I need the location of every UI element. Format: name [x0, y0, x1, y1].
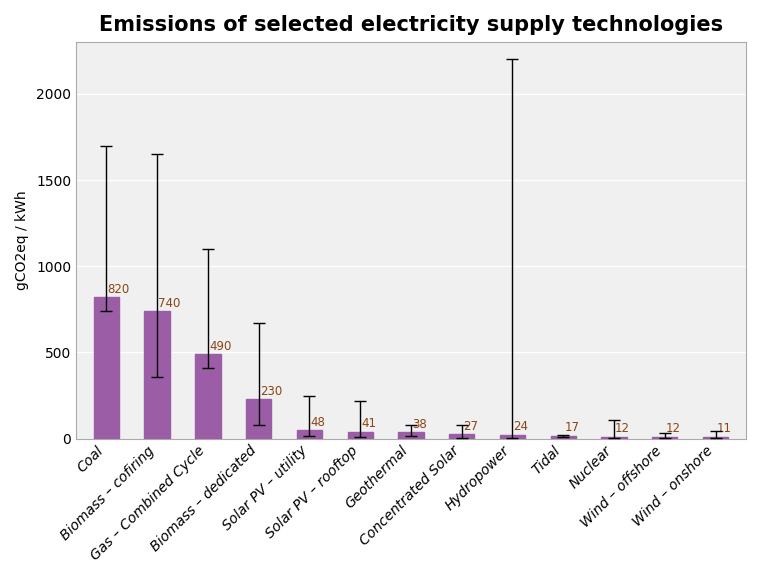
Bar: [196, 354, 221, 439]
Title: Emissions of selected electricity supply technologies: Emissions of selected electricity supply…: [99, 15, 723, 35]
Text: 38: 38: [412, 418, 427, 431]
Text: 48: 48: [310, 416, 326, 429]
Y-axis label: gCO2eq / kWh: gCO2eq / kWh: [15, 191, 29, 290]
Text: 17: 17: [564, 421, 579, 434]
Bar: [652, 436, 677, 439]
Bar: [348, 432, 373, 439]
Bar: [550, 436, 576, 439]
Text: 27: 27: [463, 420, 478, 432]
Text: 11: 11: [717, 423, 731, 435]
Text: 820: 820: [107, 283, 129, 296]
Text: 740: 740: [158, 297, 180, 310]
Bar: [601, 436, 627, 439]
Text: 12: 12: [666, 422, 681, 435]
Bar: [449, 434, 474, 439]
Bar: [398, 432, 424, 439]
Text: 230: 230: [260, 384, 282, 398]
Text: 490: 490: [209, 340, 231, 353]
Text: 41: 41: [361, 417, 376, 430]
Bar: [94, 297, 119, 439]
Bar: [703, 437, 728, 439]
Text: 24: 24: [514, 420, 528, 433]
Bar: [297, 431, 322, 439]
Bar: [500, 435, 525, 439]
Text: 12: 12: [615, 422, 630, 435]
Bar: [145, 311, 170, 439]
Bar: [246, 399, 272, 439]
